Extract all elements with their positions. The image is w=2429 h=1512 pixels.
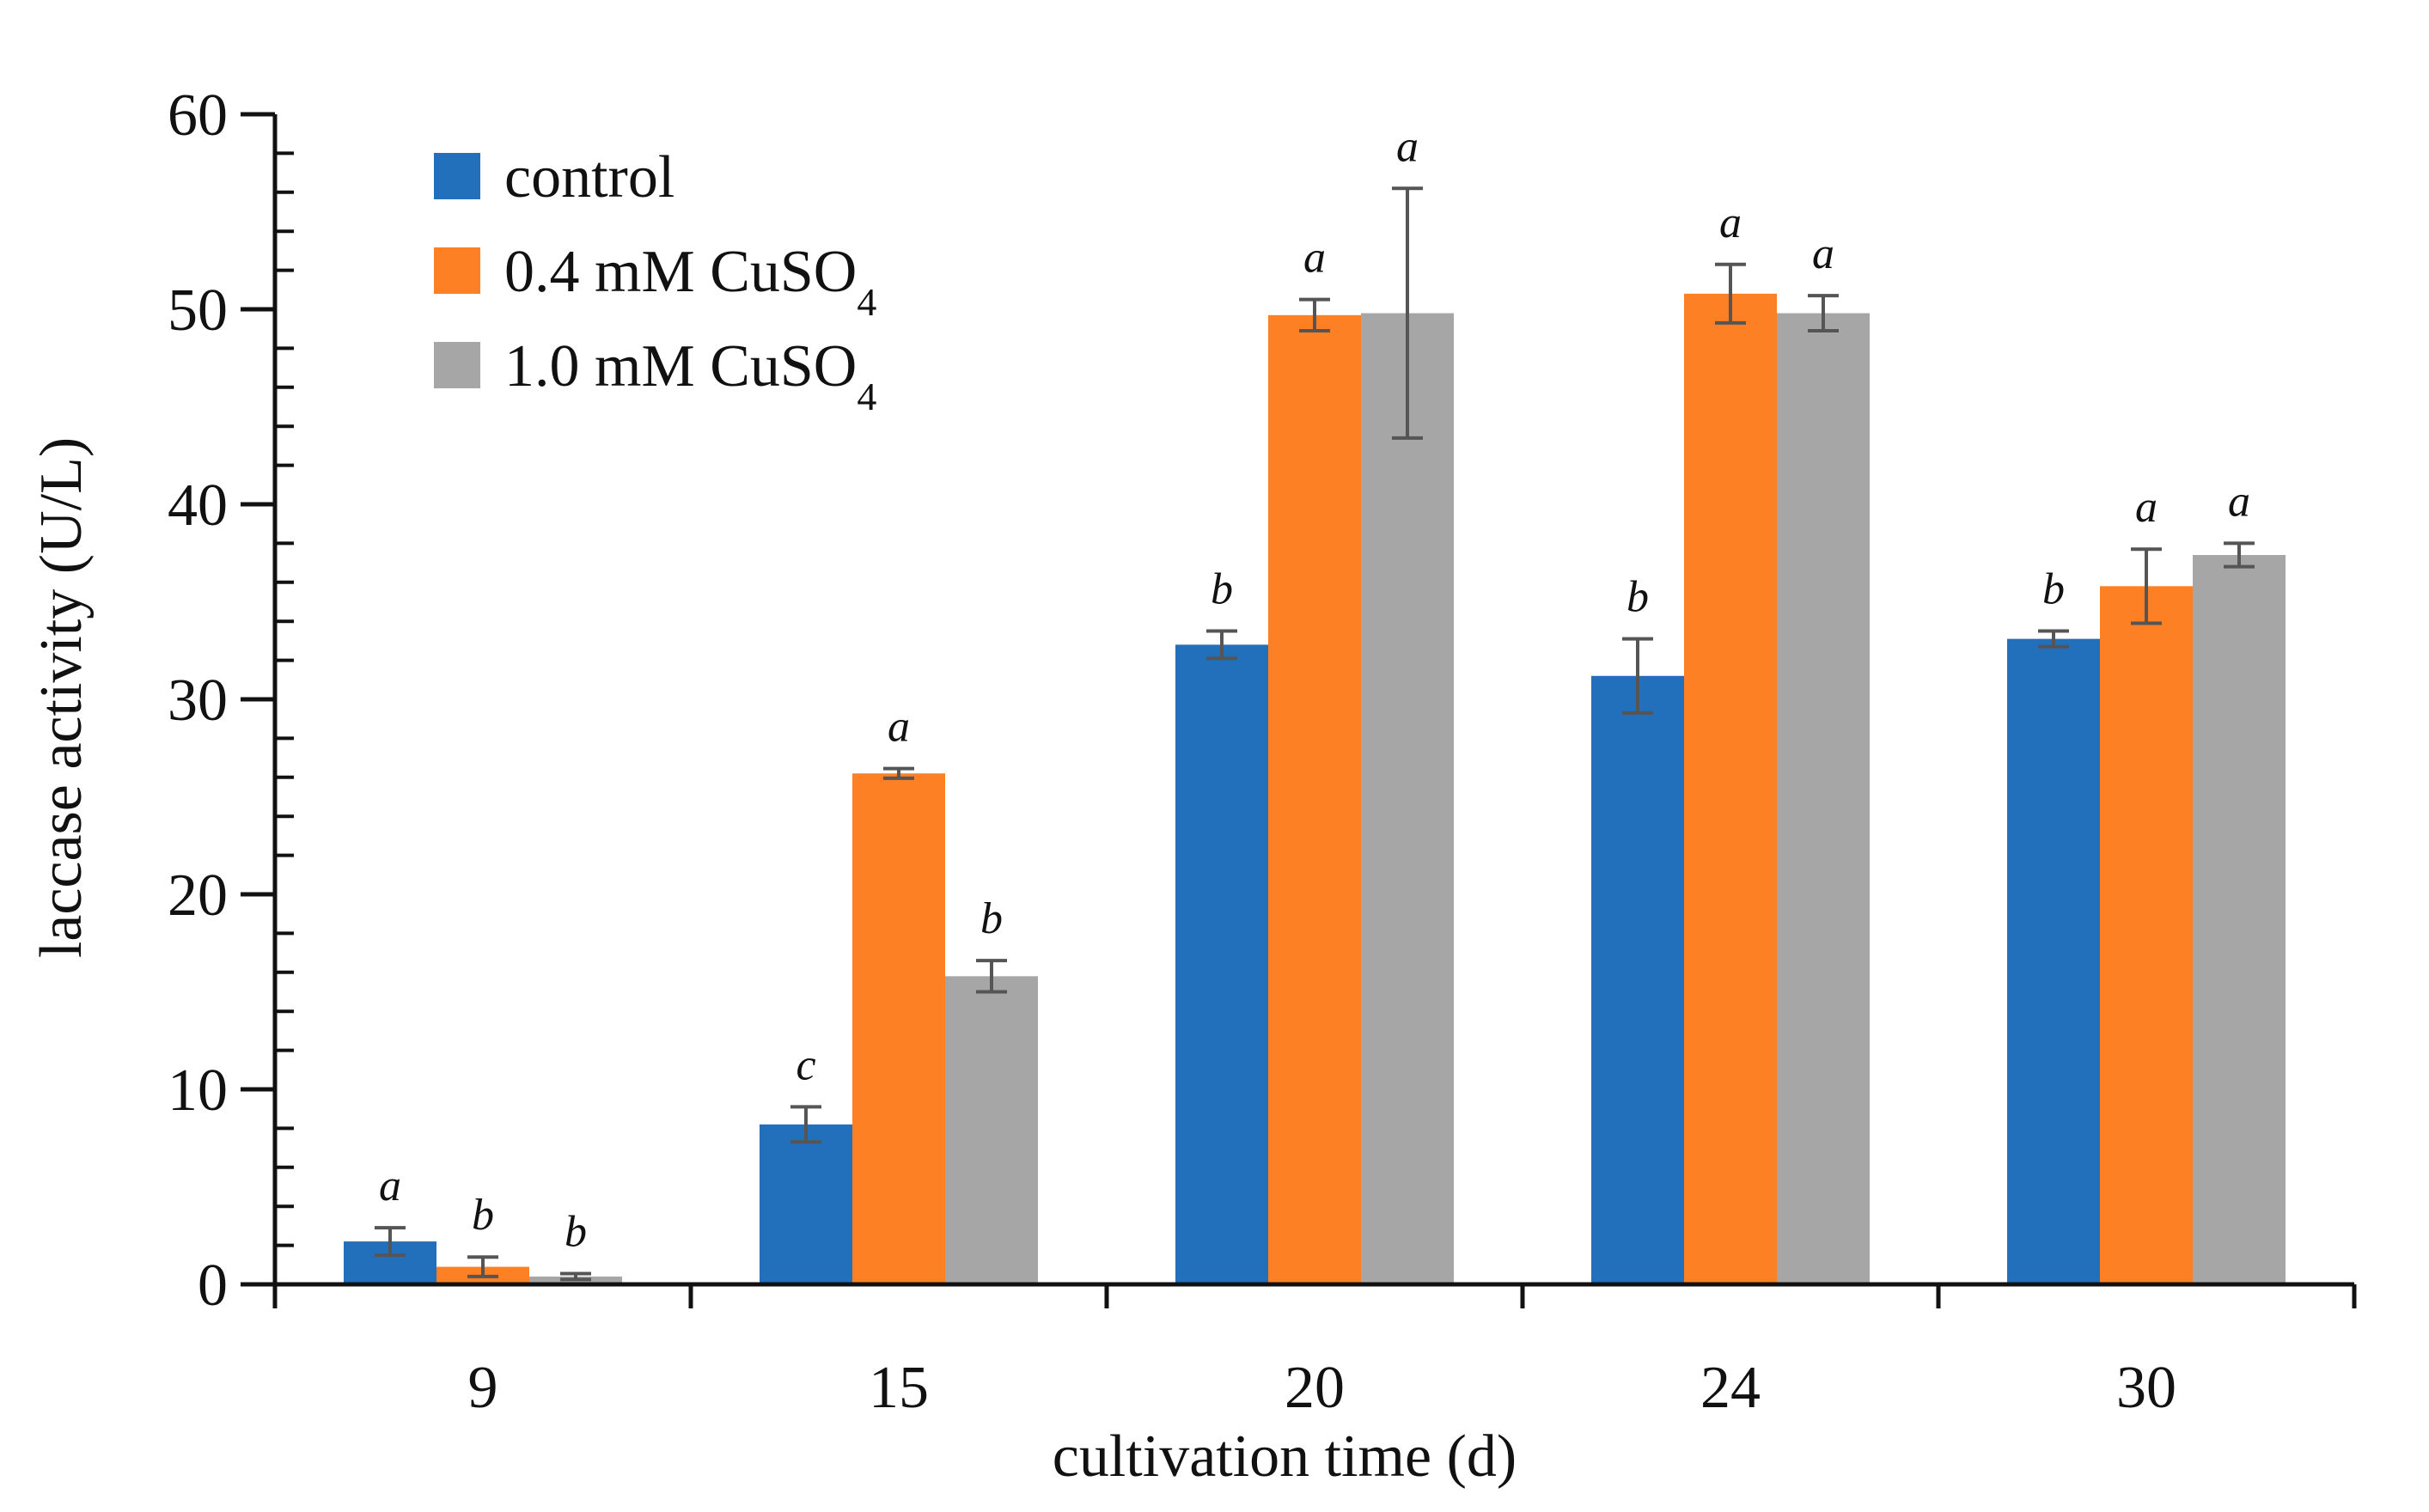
y-tick-label: 20 <box>168 863 228 929</box>
legend-label: 0.4 mM CuSO4 <box>504 239 876 324</box>
legend-label: control <box>504 144 674 210</box>
bars-layer <box>344 293 2286 1285</box>
significance-letter: b <box>565 1208 587 1257</box>
significance-letters-layer: a c b b b b a a a a b b a a a <box>379 122 2250 1256</box>
bar <box>1175 644 1268 1284</box>
significance-letter: c <box>796 1040 815 1089</box>
significance-letter: b <box>2042 565 2065 614</box>
y-tick-label: 40 <box>168 472 228 539</box>
significance-letter: b <box>1211 565 1233 614</box>
y-tick-label: 0 <box>198 1253 228 1319</box>
bar <box>2193 555 2286 1284</box>
axes-layer: 0 10 20 30 40 50 60 9 15 20 24 30 <box>168 82 2357 1421</box>
x-axis-title: cultivation time (d) <box>1053 1424 1517 1490</box>
x-tick-label: 15 <box>869 1355 929 1421</box>
x-tick-label: 20 <box>1285 1355 1345 1421</box>
significance-letter: b <box>472 1191 494 1240</box>
legend-swatch <box>434 342 480 388</box>
bar <box>945 976 1038 1284</box>
bar <box>1268 314 1361 1284</box>
x-tick-label: 9 <box>468 1355 498 1421</box>
significance-letter: a <box>1303 234 1326 283</box>
bar <box>2007 638 2100 1284</box>
bar <box>760 1124 852 1284</box>
y-tick-label: 50 <box>168 277 228 344</box>
y-tick-label: 30 <box>168 668 228 734</box>
legend-label: 1.0 mM CuSO4 <box>504 333 876 418</box>
bar <box>1361 313 1454 1284</box>
significance-letter: a <box>1812 229 1834 278</box>
significance-letter: b <box>980 894 1003 943</box>
significance-letter: a <box>2228 477 2250 526</box>
significance-letter: a <box>379 1161 401 1210</box>
significance-letter: a <box>2135 483 2157 532</box>
x-tick-label: 30 <box>2116 1355 2176 1421</box>
bar <box>1684 293 1777 1285</box>
bar <box>1777 313 1870 1284</box>
x-tick-label: 24 <box>1700 1355 1761 1421</box>
significance-letter: a <box>888 703 910 752</box>
significance-letter: a <box>1719 198 1742 247</box>
bar <box>2100 586 2193 1284</box>
legend-swatch <box>434 247 480 294</box>
y-tick-label: 10 <box>168 1058 228 1124</box>
significance-letter: b <box>1626 573 1649 622</box>
y-tick-label: 60 <box>168 82 228 149</box>
legend: control 0.4 mM CuSO4 1.0 mM CuSO4 <box>434 144 876 418</box>
legend-swatch <box>434 153 480 199</box>
significance-letter: a <box>1396 122 1419 171</box>
error-bars-layer <box>375 186 2255 1282</box>
y-axis-title: laccase activity (U/L) <box>28 437 95 958</box>
bar <box>1591 675 1684 1284</box>
bar <box>852 773 945 1284</box>
